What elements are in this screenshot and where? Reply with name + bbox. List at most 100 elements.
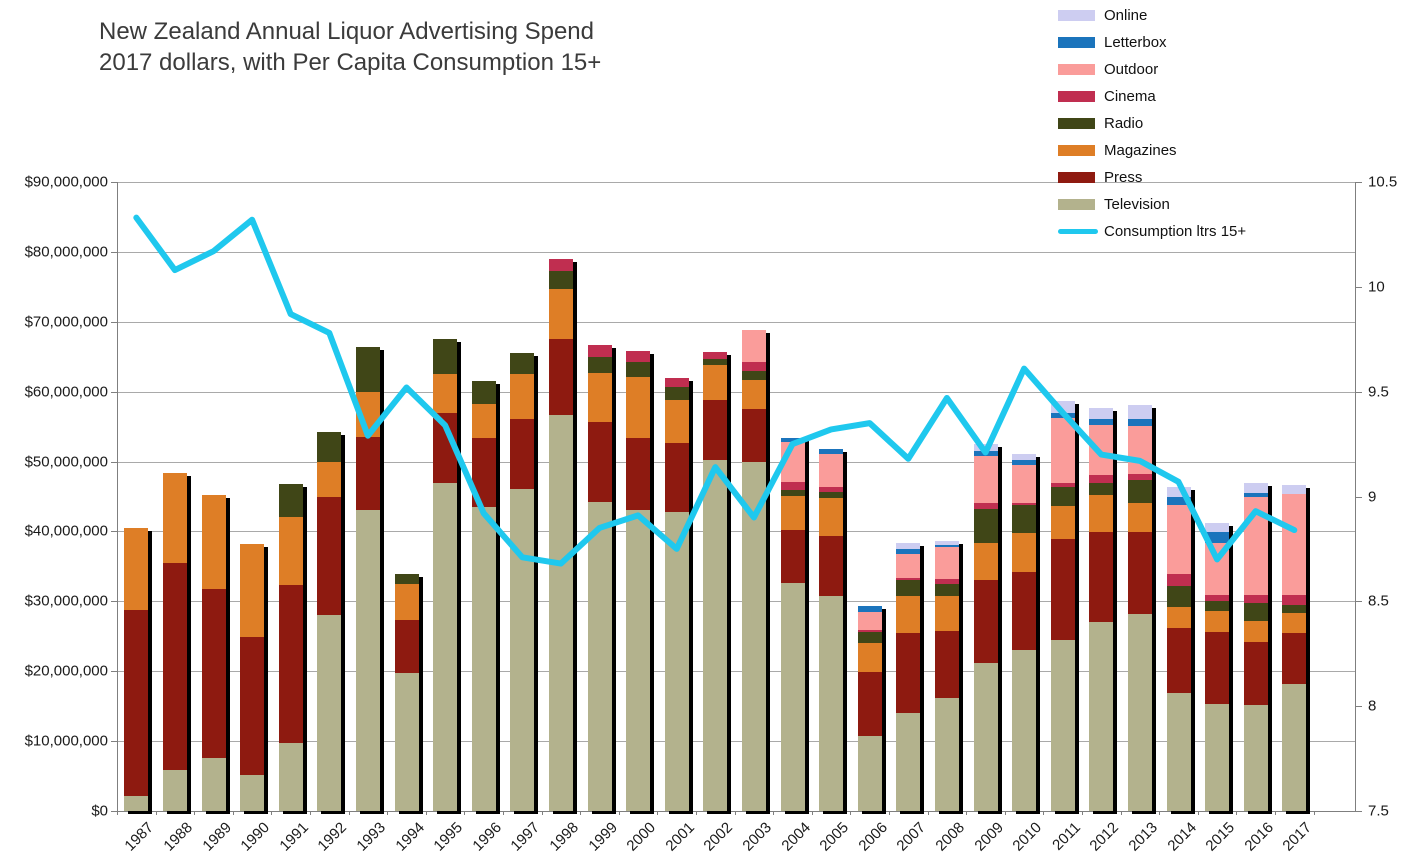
x-axis-tick <box>232 811 234 815</box>
x-axis-tick <box>503 811 504 815</box>
bar-1994 <box>394 574 419 811</box>
right-axis-tick <box>1355 391 1362 393</box>
bar-segment-2013-television <box>1127 613 1152 811</box>
bar-segment-2001-cinema <box>664 378 689 387</box>
x-axis-tick <box>850 811 852 815</box>
bar-segment-2015-radio <box>1205 601 1230 612</box>
bar-segment-1996-radio <box>471 381 496 404</box>
bar-1999 <box>587 344 612 811</box>
bar-segment-2010-radio <box>1012 504 1037 533</box>
bar-1996 <box>471 381 496 811</box>
x-axis-tick <box>811 811 813 815</box>
bar-segment-2015-letterbox <box>1205 532 1230 544</box>
bar-2016 <box>1243 483 1268 811</box>
bar-segment-2009-magazines <box>973 543 998 581</box>
bar-segment-1995-television <box>433 483 458 811</box>
bar-segment-2010-press <box>1012 571 1037 651</box>
right-axis-label: 9.5 <box>1368 383 1389 401</box>
x-axis-label-1999: 1999 <box>584 819 621 855</box>
bar-segment-2011-magazines <box>1050 506 1075 540</box>
bar-segment-2012-online <box>1089 407 1114 419</box>
bar-segment-1987-magazines <box>124 527 149 610</box>
swatch-letterbox <box>1058 37 1095 48</box>
bar-segment-2017-cinema <box>1282 595 1307 605</box>
bar-segment-2001-television <box>664 511 689 811</box>
bar-segment-1991-radio <box>278 483 303 517</box>
legend-label: Outdoor <box>1104 61 1159 78</box>
legend-item-cinema: Cinema <box>1058 83 1246 110</box>
gridline-80000000 <box>118 251 1355 253</box>
bar-segment-2014-magazines <box>1166 606 1191 628</box>
bar-segment-2002-press <box>703 400 728 461</box>
bar-segment-2001-radio <box>664 386 689 401</box>
x-axis-tick <box>1275 811 1276 815</box>
left-axis-tick <box>111 182 118 183</box>
bar-segment-1997-radio <box>510 353 535 375</box>
legend: Online Letterbox Outdoor Cinema Radio Magazin… <box>1058 2 1246 245</box>
right-axis-label: 10 <box>1368 278 1385 296</box>
x-axis-tick <box>1236 811 1238 815</box>
bar-segment-1998-television <box>548 415 573 811</box>
bar-segment-1987-television <box>124 795 149 811</box>
x-axis-label-2012: 2012 <box>1086 819 1123 855</box>
swatch-radio <box>1058 118 1095 129</box>
swatch-magazines <box>1058 145 1095 156</box>
x-axis-tick <box>657 811 659 815</box>
bar-segment-2015-online <box>1205 523 1230 533</box>
swatch-outdoor <box>1058 64 1095 75</box>
x-axis-tick <box>1043 811 1045 815</box>
bar-segment-1996-television <box>471 506 496 811</box>
bar-segment-2000-magazines <box>626 376 651 438</box>
gridline-60000000 <box>118 391 1355 393</box>
x-axis-tick <box>1004 811 1006 815</box>
bar-segment-2013-magazines <box>1127 502 1152 533</box>
bar-segment-2011-radio <box>1050 486 1075 507</box>
x-axis-tick <box>966 811 968 815</box>
x-axis-label-2016: 2016 <box>1241 819 1277 855</box>
bar-2005 <box>819 448 844 811</box>
bar-segment-2014-cinema <box>1166 574 1191 586</box>
bar-2013 <box>1127 404 1152 811</box>
x-axis-label-2003: 2003 <box>739 819 775 855</box>
left-axis-label: $50,000,000 <box>24 453 108 471</box>
bar-segment-1996-press <box>471 437 496 507</box>
bar-segment-2014-television <box>1166 692 1191 811</box>
bar-segment-2003-magazines <box>741 379 766 410</box>
bar-2009 <box>973 444 998 811</box>
x-axis-label-2015: 2015 <box>1202 819 1239 855</box>
bar-segment-1999-cinema <box>587 344 612 358</box>
bar-segment-2003-cinema <box>741 362 766 372</box>
bar-segment-2009-outdoor <box>973 455 998 503</box>
bar-segment-2000-press <box>626 437 651 510</box>
bar-segment-2010-television <box>1012 650 1037 811</box>
x-axis-tick <box>696 811 697 815</box>
gridline-90000000 <box>118 182 1355 183</box>
bar-segment-1996-magazines <box>471 403 496 438</box>
bar-segment-2001-press <box>664 443 689 512</box>
left-axis-tick <box>111 251 118 253</box>
bar-segment-2016-outdoor <box>1243 497 1268 596</box>
bar-segment-2017-radio <box>1282 604 1307 614</box>
left-axis-label: $70,000,000 <box>24 313 108 331</box>
bar-segment-1999-television <box>587 502 612 811</box>
bar-segment-2013-radio <box>1127 479 1152 503</box>
bar-2012 <box>1089 407 1114 811</box>
bar-segment-2008-radio <box>934 583 959 596</box>
x-axis-label-2006: 2006 <box>855 819 891 855</box>
bar-segment-1998-press <box>548 339 573 416</box>
bar-segment-2007-cinema <box>896 578 921 581</box>
bar-segment-2011-television <box>1050 639 1075 811</box>
bar-segment-2008-magazines <box>934 595 959 631</box>
bar-segment-1999-magazines <box>587 372 612 422</box>
right-axis-label: 8 <box>1368 697 1377 715</box>
bar-1989 <box>201 495 226 811</box>
x-axis-line <box>117 811 1355 812</box>
bar-2015 <box>1205 523 1230 811</box>
x-axis-label-2007: 2007 <box>893 819 930 855</box>
bar-segment-1991-television <box>278 743 303 811</box>
right-axis-line <box>1355 182 1356 811</box>
bar-2011 <box>1050 400 1075 811</box>
bar-2008 <box>934 541 959 811</box>
bar-segment-2008-press <box>934 630 959 698</box>
bar-segment-1998-radio <box>548 271 573 289</box>
